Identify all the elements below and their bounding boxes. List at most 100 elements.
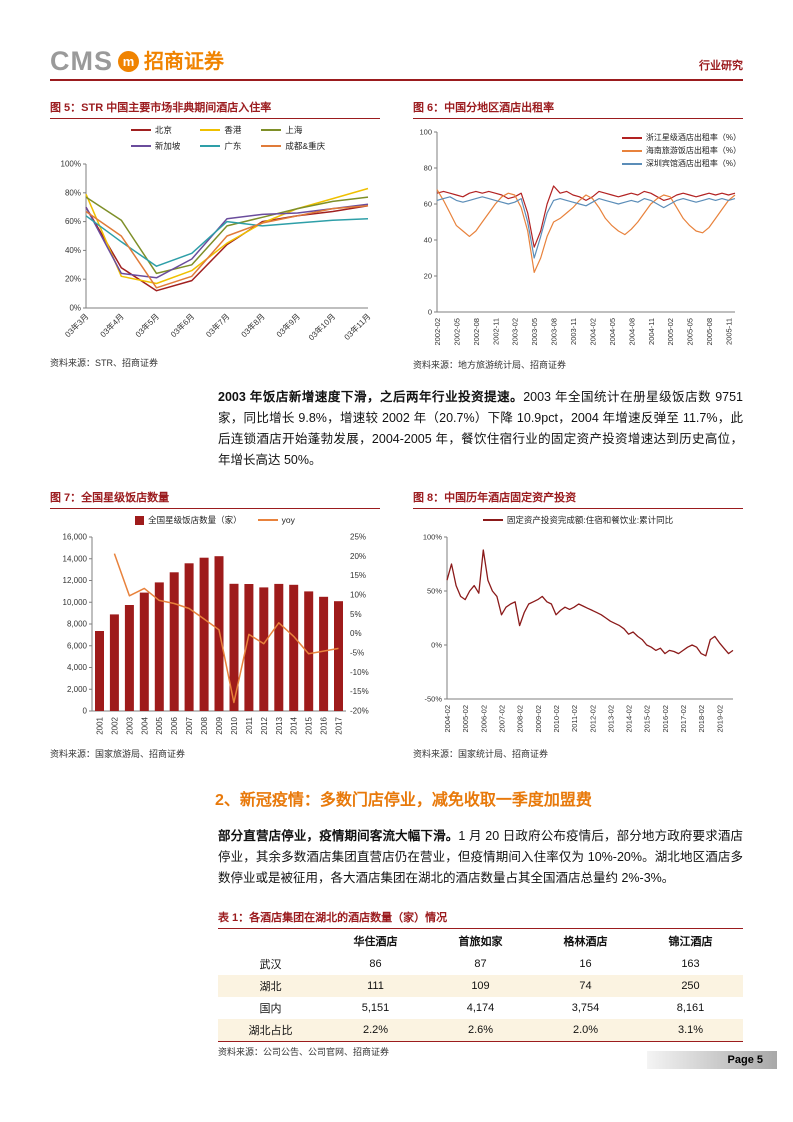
svg-text:2010-02: 2010-02 <box>552 705 561 733</box>
paragraph-covid: 部分直营店停业，疫情期间客流大幅下滑。1 月 20 日政府公布疫情后，部分地方政… <box>218 826 743 889</box>
legend-label: yoy <box>281 515 295 525</box>
legend-item: 浙江星级酒店出租率（%） <box>621 132 741 143</box>
svg-text:2005-11: 2005-11 <box>725 318 734 345</box>
svg-text:2019-02: 2019-02 <box>715 705 724 733</box>
figure-5-source: 资料来源：STR、招商证券 <box>50 358 159 368</box>
table-cell: 111 <box>367 980 384 992</box>
legend-item: 上海 <box>261 124 325 136</box>
svg-text:2005: 2005 <box>155 716 164 734</box>
section-2-heading: 2、新冠疫情：多数门店停业，减免收取一季度加盟费 <box>215 792 592 809</box>
svg-text:2015: 2015 <box>305 716 314 734</box>
table-1: 表 1：各酒店集团在湖北的酒店数量（家）情况 华住酒店 首旅如家 格林酒店 锦江酒店 … <box>218 909 743 1058</box>
svg-text:2003-05: 2003-05 <box>530 318 539 346</box>
legend-item: 香港 <box>200 124 241 136</box>
legend-swatch-icon <box>130 145 151 147</box>
svg-text:10%: 10% <box>350 591 366 600</box>
svg-text:2018-02: 2018-02 <box>697 705 706 733</box>
figure-5-chart: 0% 20% 40% 60% 80% 100% 03年3月 03年4月 03年5月 03年6月 03… <box>61 160 373 343</box>
legend-label: 北京 <box>154 125 172 135</box>
svg-text:2004-05: 2004-05 <box>608 318 617 346</box>
svg-text:03年7月: 03年7月 <box>204 311 232 339</box>
svg-text:-20%: -20% <box>350 707 369 716</box>
svg-text:0: 0 <box>83 707 88 716</box>
svg-text:2008-02: 2008-02 <box>516 705 525 733</box>
figure-6-legend: 浙江星级酒店出租率（%） 海南旅游饭店出租率（%） 深圳宾馆酒店出租率（%） <box>621 132 741 169</box>
svg-text:2012-02: 2012-02 <box>588 705 597 733</box>
table-row-label: 国内 <box>259 1003 282 1015</box>
cms-logo-text: CMS <box>50 46 113 76</box>
cms-logo: CMS m 招商证券 <box>50 48 224 75</box>
svg-text:03年4月: 03年4月 <box>98 311 126 339</box>
legend-item: 全国星级饭店数量（家） <box>135 514 242 526</box>
table-cell: 74 <box>579 980 592 992</box>
legend-label: 全国星级饭店数量（家） <box>148 515 242 525</box>
table-row: 湖北 111 109 74 250 <box>218 975 743 997</box>
table-header-row: 华住酒店 首旅如家 格林酒店 锦江酒店 <box>218 929 743 953</box>
svg-text:12,000: 12,000 <box>63 576 88 585</box>
svg-text:2002-11: 2002-11 <box>491 318 500 345</box>
table-cell: 250 <box>681 980 700 992</box>
legend-swatch-icon <box>482 519 503 521</box>
legend-label: 成都&重庆 <box>285 141 326 151</box>
table-column-header <box>218 929 323 953</box>
legend-swatch-icon <box>261 145 282 147</box>
legend-label: 固定资产投资完成额:住宿和餐饮业:累计同比 <box>506 515 674 525</box>
svg-text:-5%: -5% <box>350 649 364 658</box>
table-cell: 163 <box>681 958 700 970</box>
svg-text:100%: 100% <box>61 160 81 169</box>
svg-text:2011-02: 2011-02 <box>570 705 579 732</box>
svg-text:2005-02: 2005-02 <box>666 318 675 346</box>
svg-text:-50%: -50% <box>424 695 442 704</box>
svg-text:2017: 2017 <box>335 716 344 734</box>
svg-text:10,000: 10,000 <box>63 598 88 607</box>
table-row-label: 湖北 <box>259 981 282 993</box>
svg-text:80%: 80% <box>65 188 81 197</box>
svg-text:2011: 2011 <box>245 716 254 734</box>
svg-text:40: 40 <box>424 236 432 245</box>
svg-text:8,000: 8,000 <box>67 620 88 629</box>
svg-text:20%: 20% <box>350 552 366 561</box>
svg-text:14,000: 14,000 <box>63 554 88 563</box>
svg-text:2004-02: 2004-02 <box>588 318 597 346</box>
legend-swatch-icon <box>200 145 221 147</box>
paragraph-covid-body: 1 月 20 日政府公布疫情后，部分地方政府要求酒店停业，其余多数酒店集团直营店… <box>218 829 743 885</box>
svg-text:2005-02: 2005-02 <box>461 705 470 733</box>
svg-text:2016: 2016 <box>320 716 329 734</box>
figure-5-legend: 北京 香港 上海 新加坡 广东 成都&重庆 <box>76 124 380 152</box>
table-row: 国内 5,151 4,174 3,754 8,161 <box>218 997 743 1019</box>
svg-text:40%: 40% <box>65 246 81 255</box>
legend-label: 新加坡 <box>154 141 181 151</box>
svg-text:03年11月: 03年11月 <box>342 311 373 342</box>
table-cell: 3,754 <box>571 1002 600 1014</box>
legend-item: 深圳宾馆酒店出租率（%） <box>621 158 741 169</box>
svg-text:4,000: 4,000 <box>67 663 88 672</box>
figure-7-chart: 0 2,000 4,000 6,000 8,000 10,000 12,000 14,000 1… <box>63 533 369 735</box>
doc-type-label: 行业研究 <box>699 60 743 72</box>
legend-label: 深圳宾馆酒店出租率（%） <box>645 159 741 168</box>
svg-text:-15%: -15% <box>350 687 369 696</box>
legend-swatch-icon <box>130 129 151 131</box>
legend-swatch-icon <box>135 515 145 525</box>
svg-text:2009: 2009 <box>215 716 224 734</box>
svg-text:2002: 2002 <box>110 716 119 734</box>
legend-item: 新加坡 <box>130 140 181 152</box>
table-row: 湖北占比 2.2% 2.6% 2.0% 3.1% <box>218 1019 743 1042</box>
figure-7-title: 图 7：全国星级饭店数量 <box>50 489 380 509</box>
svg-text:60%: 60% <box>65 217 81 226</box>
svg-text:50%: 50% <box>427 587 442 596</box>
svg-text:2003-02: 2003-02 <box>511 318 520 346</box>
svg-text:15%: 15% <box>350 571 366 580</box>
legend-label: 海南旅游饭店出租率（%） <box>645 146 741 155</box>
svg-text:2010: 2010 <box>230 716 239 734</box>
svg-text:2003-08: 2003-08 <box>550 318 559 346</box>
legend-item: yoy <box>257 514 295 526</box>
table-cell: 3.1% <box>677 1024 704 1036</box>
svg-text:2003-11: 2003-11 <box>569 318 578 345</box>
legend-label: 浙江星级酒店出租率（%） <box>645 133 741 142</box>
svg-text:0%: 0% <box>350 629 362 638</box>
svg-text:2004-11: 2004-11 <box>647 318 656 345</box>
figure-7-source: 资料来源：国家旅游局、招商证券 <box>50 749 186 759</box>
svg-text:2007-02: 2007-02 <box>497 705 506 733</box>
svg-text:2016-02: 2016-02 <box>661 705 670 733</box>
